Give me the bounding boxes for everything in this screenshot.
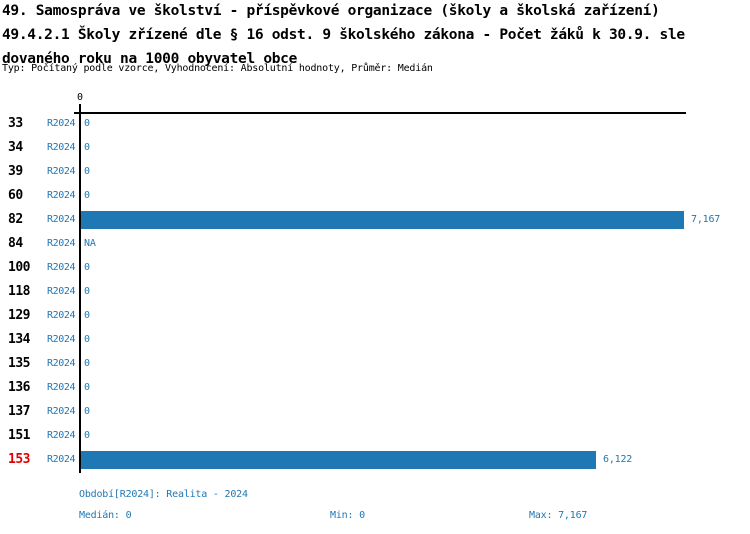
row-period-label: R2024 [47, 334, 76, 345]
x-axis-zero-tick-label: 0 [76, 92, 84, 103]
row-category-label: 84 [8, 236, 23, 251]
row-period-label: R2024 [47, 310, 76, 321]
footer-median-stat: Medián: 0 [79, 510, 132, 521]
row-category-label: 33 [8, 116, 23, 131]
bar-value-label: 0 [84, 262, 90, 273]
row-category-label: 82 [8, 212, 23, 227]
bar-value-label: 0 [84, 334, 90, 345]
chart-row: 100 R2024 0 [0, 256, 750, 280]
chart-row: 33 R2024 0 [0, 112, 750, 136]
chart-row: 134 R2024 0 [0, 328, 750, 352]
x-axis-line [74, 112, 686, 114]
row-category-label: 100 [8, 260, 30, 275]
bar-value-label: 6,122 [603, 454, 633, 465]
row-period-label: R2024 [47, 190, 76, 201]
chart-meta-line: Typ: Počítaný podle vzorce, Vyhodnocení:… [2, 63, 433, 74]
bar-value-label: 0 [84, 430, 90, 441]
row-category-label: 34 [8, 140, 23, 155]
bar-value-label: 0 [84, 286, 90, 297]
bar-value-label: 0 [84, 118, 90, 129]
chart-row: 39 R2024 0 [0, 160, 750, 184]
chart-row: 60 R2024 0 [0, 184, 750, 208]
chart-row: 118 R2024 0 [0, 280, 750, 304]
chart-row: 129 R2024 0 [0, 304, 750, 328]
chart-title-line-3: dovaného roku na 1000 obyvatel obce [2, 51, 298, 67]
bar-value-label: 0 [84, 358, 90, 369]
row-period-label: R2024 [47, 382, 76, 393]
chart-row: 34 R2024 0 [0, 136, 750, 160]
bar-value-label: NA [84, 238, 96, 249]
row-category-label: 39 [8, 164, 23, 179]
row-category-label: 137 [8, 404, 30, 419]
footer-max-stat: Max: 7,167 [529, 510, 588, 521]
chart-row: 84 R2024 NA [0, 232, 750, 256]
row-period-label: R2024 [47, 142, 76, 153]
row-period-label: R2024 [47, 286, 76, 297]
bar-value-label: 0 [84, 142, 90, 153]
bar [81, 211, 684, 229]
bar-value-label: 0 [84, 406, 90, 417]
chart-title-line-1: 49. Samospráva ve školství - příspěvkové… [2, 3, 660, 19]
row-category-label: 134 [8, 332, 30, 347]
bar-value-label: 0 [84, 310, 90, 321]
row-category-label: 151 [8, 428, 30, 443]
row-category-label: 129 [8, 308, 30, 323]
bar-value-label: 7,167 [691, 214, 721, 225]
chart-row-highlighted: 153 R2024 6,122 [0, 448, 750, 472]
bar [81, 451, 596, 469]
row-period-label: R2024 [47, 214, 76, 225]
bar-value-label: 0 [84, 190, 90, 201]
chart-row: 137 R2024 0 [0, 400, 750, 424]
row-period-label: R2024 [47, 238, 76, 249]
y-axis-line [79, 104, 81, 473]
row-period-label: R2024 [47, 430, 76, 441]
footer-min-stat: Min: 0 [330, 510, 365, 521]
chart-row: 135 R2024 0 [0, 352, 750, 376]
row-category-label: 136 [8, 380, 30, 395]
row-period-label: R2024 [47, 166, 76, 177]
bar-value-label: 0 [84, 166, 90, 177]
row-period-label: R2024 [47, 454, 76, 465]
row-category-label: 118 [8, 284, 30, 299]
chart-row: 151 R2024 0 [0, 424, 750, 448]
bar-value-label: 0 [84, 382, 90, 393]
chart-title-line-2: 49.4.2.1 Školy zřízené dle § 16 odst. 9 … [2, 27, 685, 43]
row-period-label: R2024 [47, 118, 76, 129]
row-period-label: R2024 [47, 406, 76, 417]
chart-row: 82 R2024 7,167 [0, 208, 750, 232]
row-category-label: 153 [8, 452, 30, 467]
footer-period-line: Období[R2024]: Realita - 2024 [79, 489, 248, 500]
chart-row: 136 R2024 0 [0, 376, 750, 400]
row-category-label: 60 [8, 188, 23, 203]
row-period-label: R2024 [47, 262, 76, 273]
row-period-label: R2024 [47, 358, 76, 369]
row-category-label: 135 [8, 356, 30, 371]
